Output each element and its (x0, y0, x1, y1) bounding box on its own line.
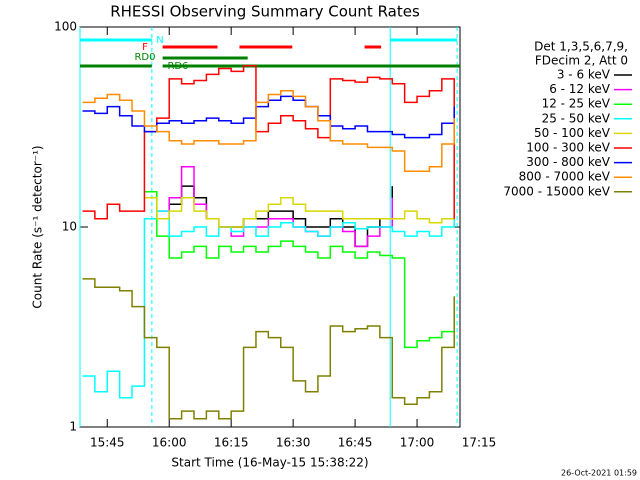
legend-label: 100 - 300 keV (526, 141, 610, 155)
x-tick-label: 17:15 (462, 436, 497, 450)
series-line (144, 191, 455, 349)
legend-label: 800 - 7000 keV (519, 170, 611, 184)
x-tick-label: 16:15 (214, 436, 249, 450)
x-tick-label: 16:30 (276, 436, 311, 450)
series-line (144, 197, 455, 228)
legend-label: 25 - 50 keV (542, 111, 611, 125)
series-line (82, 278, 455, 420)
x-tick-label: 16:00 (152, 436, 187, 450)
y-tick-label: 100 (54, 20, 77, 34)
legend-label: 50 - 100 keV (534, 126, 611, 140)
series-line (82, 65, 455, 220)
flag-label: RD0 (134, 52, 155, 63)
flag-label: RD6 (167, 61, 188, 72)
series-line (82, 210, 455, 399)
x-axis-label: Start Time (16-May-15 15:38:22) (171, 456, 368, 470)
legend-label: 3 - 6 keV (557, 68, 611, 82)
y-tick-label: 10 (62, 220, 77, 234)
series-line (82, 90, 455, 172)
flag-label: N (156, 35, 163, 46)
chart-title: RHESSI Observing Summary Count Rates (110, 3, 420, 21)
legend-label: 300 - 800 keV (526, 155, 610, 169)
series-line (156, 166, 394, 248)
y-tick-label: 1 (69, 420, 77, 434)
legend-header: FDecim 2, Att 0 (535, 54, 628, 68)
x-tick-label: 16:45 (338, 436, 373, 450)
legend-label: 7000 - 15000 keV (503, 184, 610, 198)
x-tick-label: 15:45 (90, 436, 125, 450)
y-axis-label: Count Rate (s⁻¹ detector⁻¹) (31, 145, 45, 308)
series-line (156, 185, 394, 248)
legend-label: 12 - 25 keV (542, 97, 611, 111)
x-tick-label: 17:00 (400, 436, 435, 450)
footer: 26-Oct-2021 01:59 (561, 469, 637, 478)
legend-header: Det 1,3,5,6,7,9, (534, 40, 628, 54)
series-line (82, 95, 455, 139)
flag-label: F (142, 42, 148, 53)
legend-label: 6 - 12 keV (549, 82, 611, 96)
